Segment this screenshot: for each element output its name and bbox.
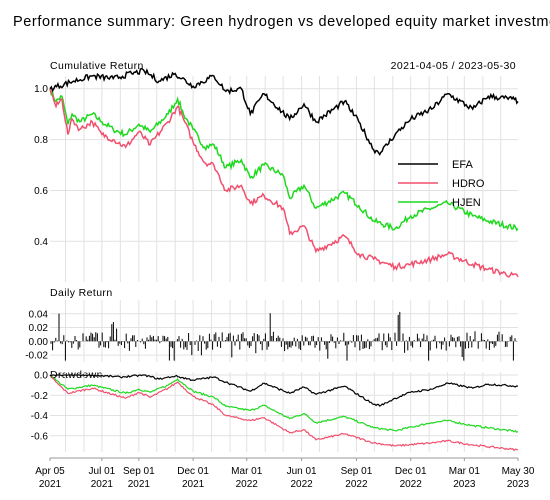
legend: EFA HDRO HJEN bbox=[398, 159, 485, 209]
y-tick-cumulative-2: 0.6 bbox=[34, 186, 48, 197]
date-range-label: 2021-04-05 / 2023-05-30 bbox=[391, 60, 516, 72]
x-tick-year-1: 2021 bbox=[91, 479, 114, 490]
x-tick-year-5: 2022 bbox=[290, 479, 313, 490]
tick-label-layer: 1.0 0.8 0.6 0.4 0.04 0.02 0.00 -0.02 0.0 -0.2 -0.4… bbox=[25, 84, 535, 490]
cumulative-panel-label: Cumulative Return bbox=[50, 60, 144, 72]
x-tick-year-3: 2021 bbox=[182, 479, 205, 490]
x-tick-year-2: 2021 bbox=[128, 479, 151, 490]
x-tick-label-5: Jun 01 bbox=[287, 466, 317, 477]
legend-label-hjen: HJEN bbox=[452, 197, 481, 209]
x-tick-label-0: Apr 05 bbox=[35, 466, 65, 477]
y-tick-daily-0: 0.04 bbox=[29, 309, 49, 320]
y-tick-drawdown-2: -0.4 bbox=[31, 411, 49, 422]
legend-label-hdro: HDRO bbox=[452, 178, 485, 190]
cumulative-line-hjen bbox=[49, 88, 519, 232]
axes-layer bbox=[49, 457, 519, 461]
cumulative-line-hdro bbox=[49, 88, 519, 278]
y-tick-drawdown-1: -0.2 bbox=[31, 391, 49, 402]
x-tick-label-8: Mar 01 bbox=[449, 466, 481, 477]
x-tick-label-4: Mar 01 bbox=[231, 466, 263, 477]
y-tick-cumulative-3: 0.4 bbox=[34, 237, 48, 248]
x-tick-year-4: 2022 bbox=[236, 479, 259, 490]
x-tick-label-2: Sep 01 bbox=[123, 466, 155, 477]
x-tick-year-9: 2023 bbox=[507, 479, 530, 490]
daily-return-bars bbox=[50, 311, 518, 361]
y-tick-drawdown-3: -0.6 bbox=[31, 431, 49, 442]
x-tick-year-7: 2022 bbox=[400, 479, 423, 490]
y-tick-daily-1: 0.02 bbox=[29, 323, 49, 334]
drawdown-line-hjen bbox=[49, 374, 519, 433]
daily-panel-label: Daily Return bbox=[50, 287, 113, 299]
x-tick-year-8: 2023 bbox=[453, 479, 476, 490]
y-tick-cumulative-1: 0.8 bbox=[34, 135, 48, 146]
x-tick-label-6: Sep 01 bbox=[341, 466, 373, 477]
y-tick-cumulative-0: 1.0 bbox=[34, 84, 48, 95]
y-tick-daily-2: 0.00 bbox=[29, 337, 49, 348]
chart-title: Performance summary: Green hydrogen vs d… bbox=[13, 14, 550, 30]
x-tick-year-6: 2022 bbox=[345, 479, 368, 490]
drawdown-line-hdro bbox=[49, 374, 519, 452]
x-tick-label-9: May 30 bbox=[502, 466, 535, 477]
cumulative-line-efa bbox=[49, 67, 519, 156]
x-tick-year-0: 2021 bbox=[39, 479, 62, 490]
x-tick-label-3: Dec 01 bbox=[177, 466, 209, 477]
series-layer bbox=[49, 67, 519, 452]
x-tick-label-1: Jul 01 bbox=[89, 466, 116, 477]
legend-label-efa: EFA bbox=[452, 159, 473, 171]
y-tick-daily-3: -0.02 bbox=[25, 351, 48, 362]
y-tick-drawdown-0: 0.0 bbox=[34, 371, 48, 382]
x-tick-label-7: Dec 01 bbox=[395, 466, 427, 477]
drawdown-line-efa bbox=[49, 374, 519, 407]
